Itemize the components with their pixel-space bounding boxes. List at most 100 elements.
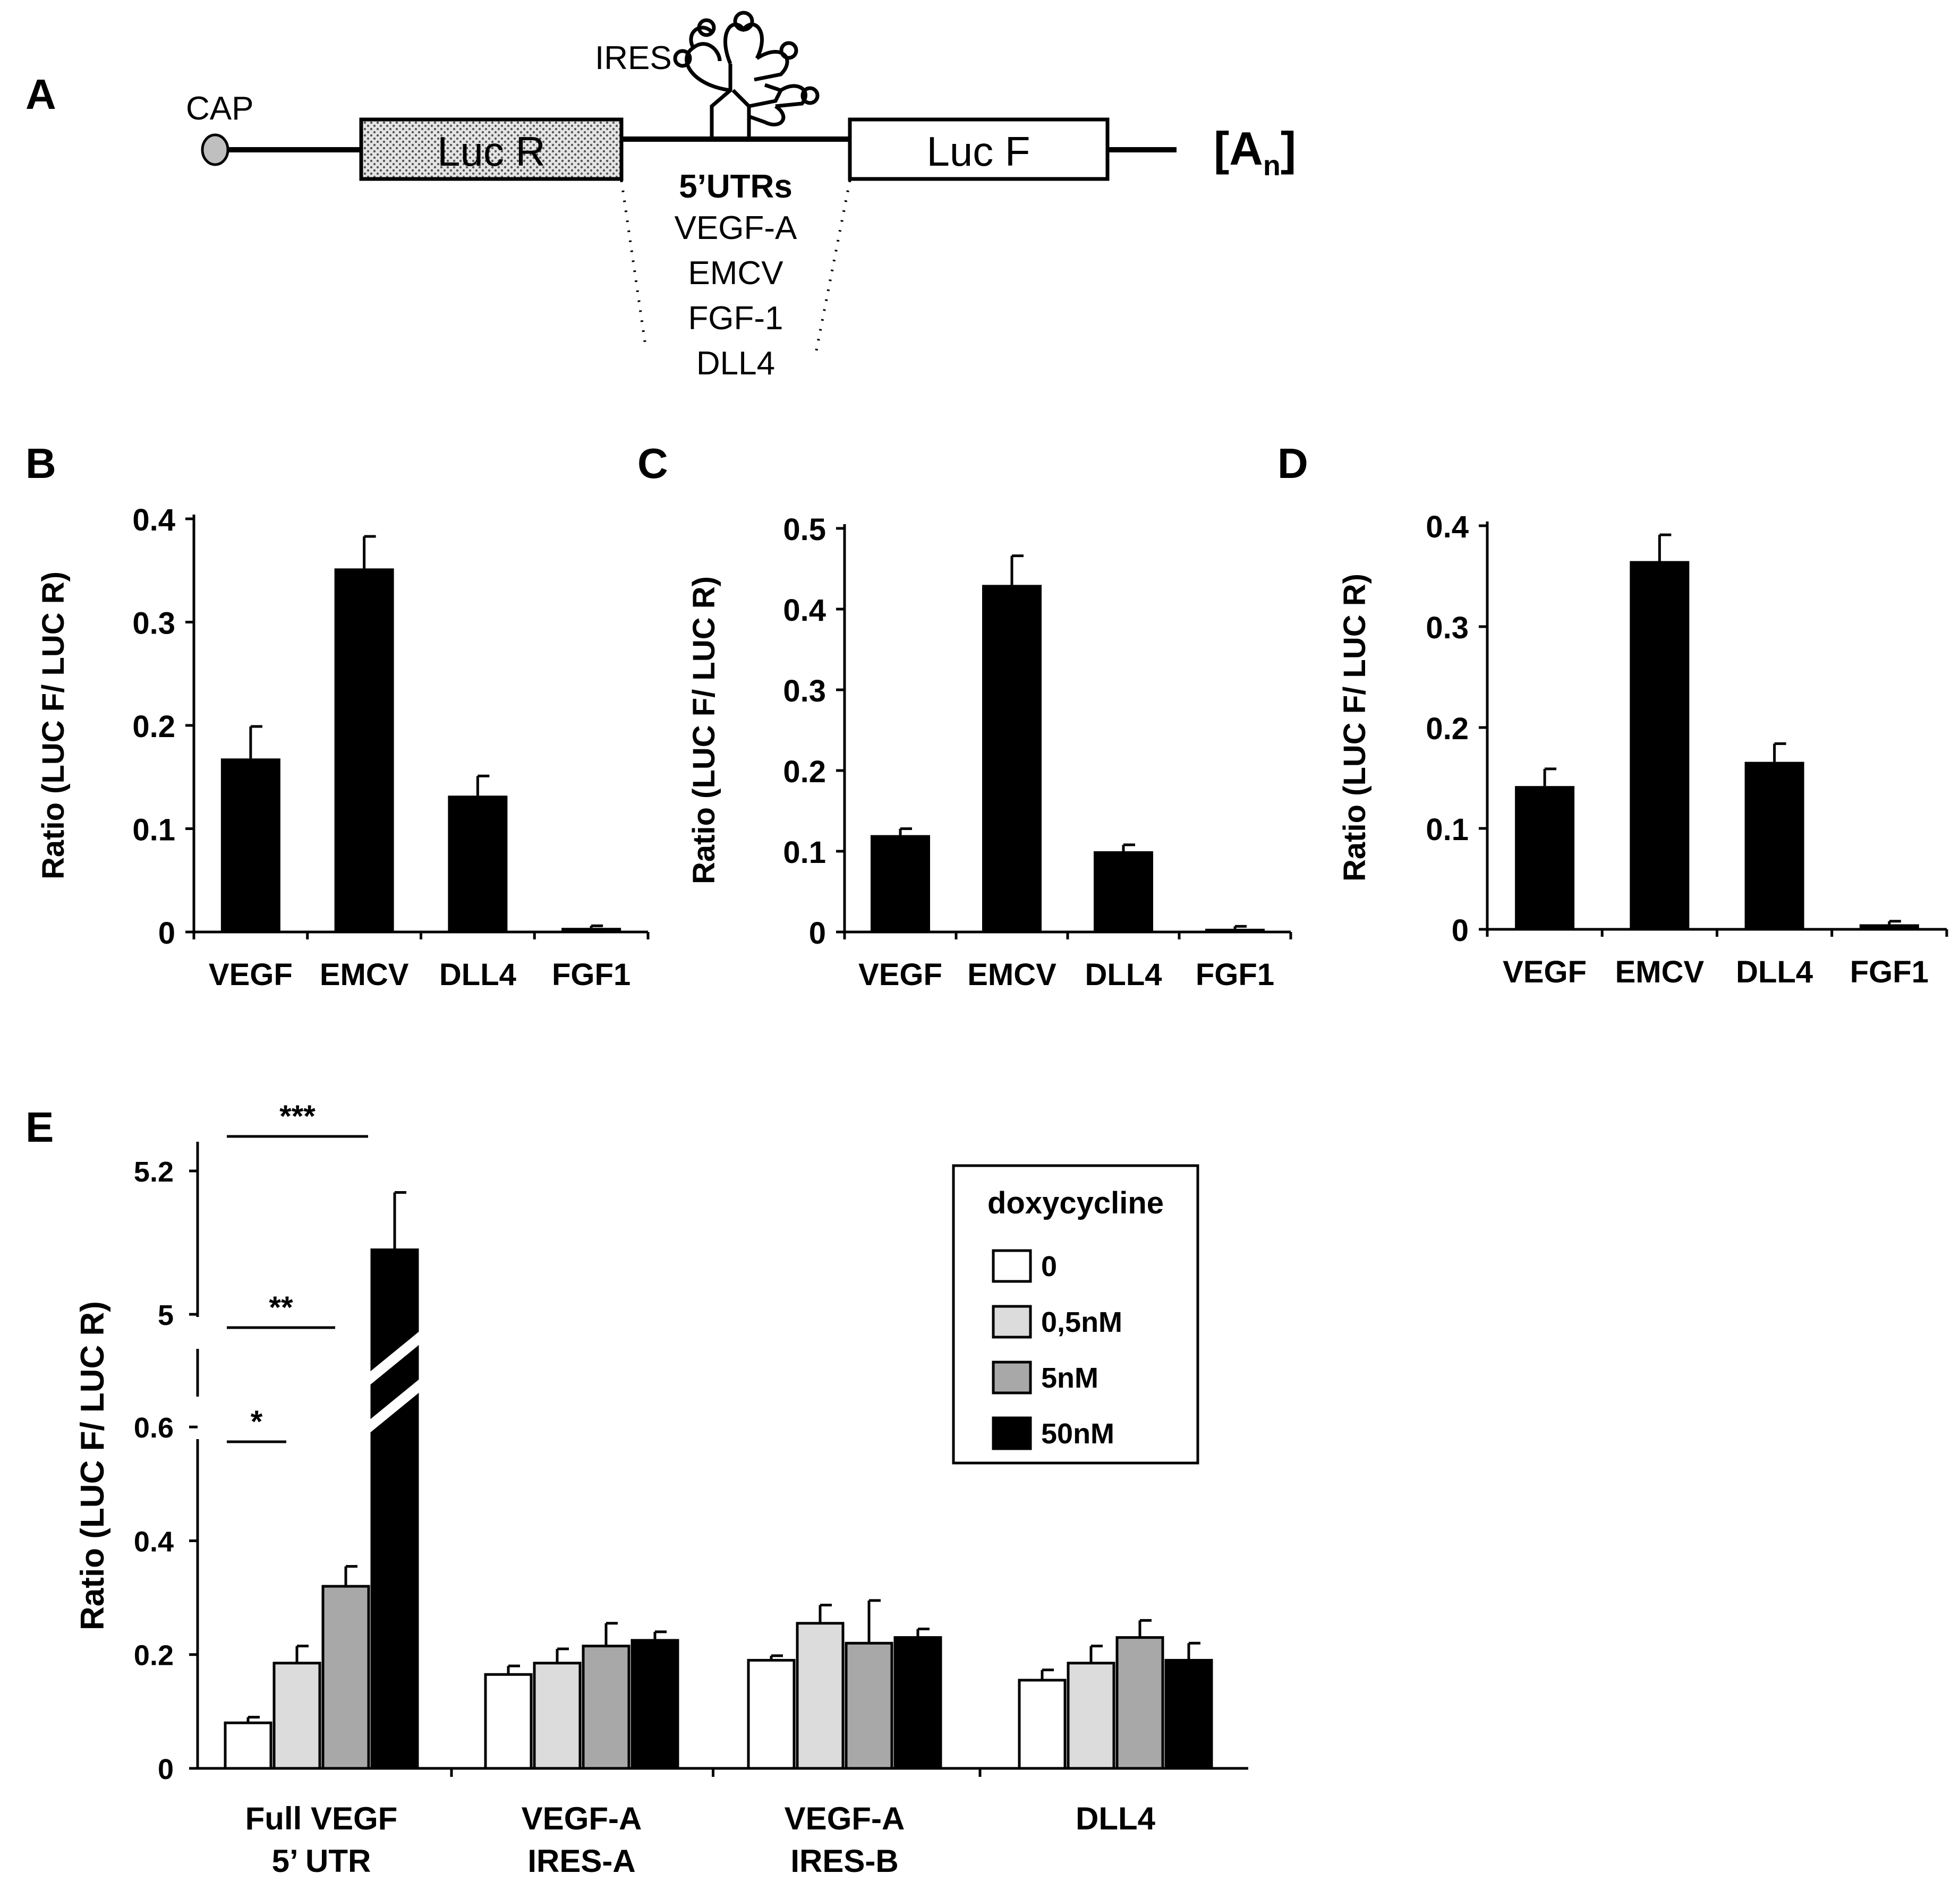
chart-b-bar-dll4 [448, 795, 508, 932]
chart-b: 0 0.1 0.2 0.3 0.4 VEGF EMCV DLL4 FGF1 Ratio (LUC … [36, 503, 650, 992]
chart-d-y-axis-title: Ratio (LUC F/ LUC R) [1337, 574, 1372, 882]
chart-c-x-label-fgf1: FGF1 [1196, 957, 1274, 992]
chart-b-x-label-vegf: VEGF [209, 957, 293, 992]
chart-b-bar-vegf [220, 758, 280, 932]
chart-d-x-label-vegf: VEGF [1503, 955, 1587, 989]
chart-e-bar [747, 1658, 796, 1770]
panel-label-e: E [25, 1103, 54, 1151]
chart-d-x-label-dll4: DLL4 [1736, 955, 1813, 989]
chart-e-legend-swatch [992, 1305, 1032, 1339]
chart-e-bar [224, 1721, 272, 1770]
chart-e-bar [582, 1645, 630, 1770]
chart-d-y-tick-label: 0 [1452, 913, 1469, 948]
panel-label-b: B [25, 440, 56, 487]
chart-e-legend-label: 0,5nM [1041, 1306, 1122, 1338]
chart-e-x-label: VEGF-A IRES-A [522, 1801, 642, 1879]
chart-e-bar [484, 1673, 533, 1770]
chart-d: 0 0.1 0.2 0.3 0.4 VEGF EMCV DLL4 FGF1 Ratio (LUC … [1337, 510, 1948, 989]
chart-c-bar-emcv [982, 585, 1042, 932]
chart-c-y-tick-label: 0.4 [783, 593, 826, 628]
chart-b-x-label-dll4: DLL4 [439, 957, 516, 992]
utr-item-dll4: DLL4 [696, 345, 775, 382]
chart-c-bar-fgf1 [1205, 928, 1265, 932]
chart-c-x-label-vegf: VEGF [858, 957, 942, 992]
chart-e-x-label-line: VEGF-A [785, 1801, 905, 1836]
panel-a-schematic: A CAP Luc R [25, 11, 1296, 382]
utr-item-vegfa: VEGF-A [675, 210, 797, 246]
chart-e-bar [533, 1662, 582, 1770]
chart-e-y-tick-label: 5.2 [134, 1156, 174, 1188]
utr-item-emcv: EMCV [688, 255, 783, 292]
chart-e-y-tick-label: 0.4 [134, 1526, 174, 1558]
chart-e-significance-label: * [251, 1405, 263, 1439]
chart-b-x-label-emcv: EMCV [320, 957, 409, 992]
chart-e-axis-break-stripe [365, 1375, 424, 1436]
luc-r-box [359, 117, 624, 181]
chart-c-y-tick-label: 0 [809, 916, 826, 951]
chart-e-significance-label: *** [279, 1099, 316, 1134]
ires-structure-icon [673, 11, 820, 139]
chart-e-x-label: VEGF-A IRES-B [785, 1801, 905, 1879]
chart-e-x-label-line: DLL4 [1076, 1801, 1156, 1836]
chart-e-bar [1018, 1679, 1067, 1770]
chart-b-y-tick-label: 0 [158, 916, 175, 951]
chart-e-legend-swatch [992, 1249, 1032, 1283]
polya-close: ] [1281, 122, 1296, 175]
panel-label-d: D [1277, 440, 1308, 487]
chart-e-bar [796, 1622, 845, 1770]
chart-b-y-tick-label: 0.2 [132, 709, 175, 744]
chart-e-significance-label: ** [269, 1290, 293, 1325]
cap-circle-icon [201, 133, 229, 166]
chart-b-y-tick-label: 0.1 [132, 813, 175, 848]
chart-d-bar-emcv [1630, 561, 1690, 929]
chart-e-bar [845, 1641, 893, 1770]
chart-e-legend-title: doxycycline [987, 1186, 1164, 1220]
chart-e-x-label-line: IRES-B [790, 1843, 898, 1879]
polya-subscript: n [1263, 150, 1281, 182]
utr-dotted-left [620, 180, 647, 346]
chart-e-x-label-line: IRES-A [527, 1843, 635, 1879]
chart-e-legend-label: 0 [1041, 1251, 1057, 1282]
polya-tail-label: [An] [1214, 122, 1296, 182]
chart-b-bar-fgf1 [561, 928, 621, 932]
chart-e-axis-break-stripe [365, 1328, 424, 1389]
chart-e-legend-label: 5nM [1041, 1362, 1098, 1394]
chart-e-x-label-line: VEGF-A [522, 1801, 642, 1836]
chart-d-x-label-fgf1: FGF1 [1850, 955, 1929, 989]
chart-c-y-tick-label: 0.1 [783, 835, 826, 870]
luc-f-box [848, 117, 1110, 181]
chart-e-legend-label: 50nM [1041, 1418, 1114, 1450]
chart-c: 0 0.1 0.2 0.3 0.4 0.5 VEGF EMCV DLL4 FGF1 Ratio (L… [687, 512, 1292, 992]
chart-e-y-tick-label: 5 [158, 1299, 174, 1331]
chart-c-bar-dll4 [1094, 851, 1153, 932]
chart-e: 0 0.2 0.4 0.6 5 5.2 Ratio (LUC F/ LUC R) Full V… [74, 1099, 1248, 1879]
chart-d-y-tick-label: 0.3 [1426, 611, 1469, 645]
chart-b-y-axis-title: Ratio (LUC F/ LUC R) [36, 571, 71, 879]
chart-b-y-tick-label: 0.4 [132, 503, 175, 537]
chart-e-y-tick-label: 0.2 [134, 1640, 174, 1672]
chart-c-y-tick-label: 0.3 [783, 674, 826, 708]
chart-e-bar [272, 1662, 321, 1770]
chart-e-legend-swatch [992, 1361, 1032, 1395]
chart-b-y-tick-label: 0.3 [132, 606, 175, 641]
chart-d-bar-dll4 [1744, 762, 1804, 929]
chart-c-x-label-emcv: EMCV [967, 957, 1056, 992]
chart-c-y-tick-label: 0.2 [783, 755, 826, 789]
chart-e-y-tick-label: 0 [158, 1753, 174, 1785]
chart-c-x-label-dll4: DLL4 [1085, 957, 1162, 992]
chart-e-y-axis-title: Ratio (LUC F/ LUC R) [74, 1301, 111, 1630]
utr-item-fgf1: FGF-1 [688, 300, 783, 337]
cap-label: CAP [186, 90, 253, 127]
chart-c-y-axis-title: Ratio (LUC F/ LUC R) [687, 576, 721, 884]
chart-e-bar [893, 1636, 942, 1770]
chart-c-y-tick-label: 0.5 [783, 512, 826, 547]
chart-b-x-label-fgf1: FGF1 [552, 957, 630, 992]
chart-e-x-label: DLL4 [1076, 1801, 1156, 1836]
panel-label-c: C [637, 440, 668, 487]
chart-e-x-label: Full VEGF 5’ UTR [245, 1801, 398, 1879]
chart-e-bar [321, 1585, 370, 1770]
utr-dotted-right [814, 180, 851, 356]
luc-f-label: Luc F [926, 128, 1030, 175]
chart-e-bar [1115, 1636, 1164, 1770]
